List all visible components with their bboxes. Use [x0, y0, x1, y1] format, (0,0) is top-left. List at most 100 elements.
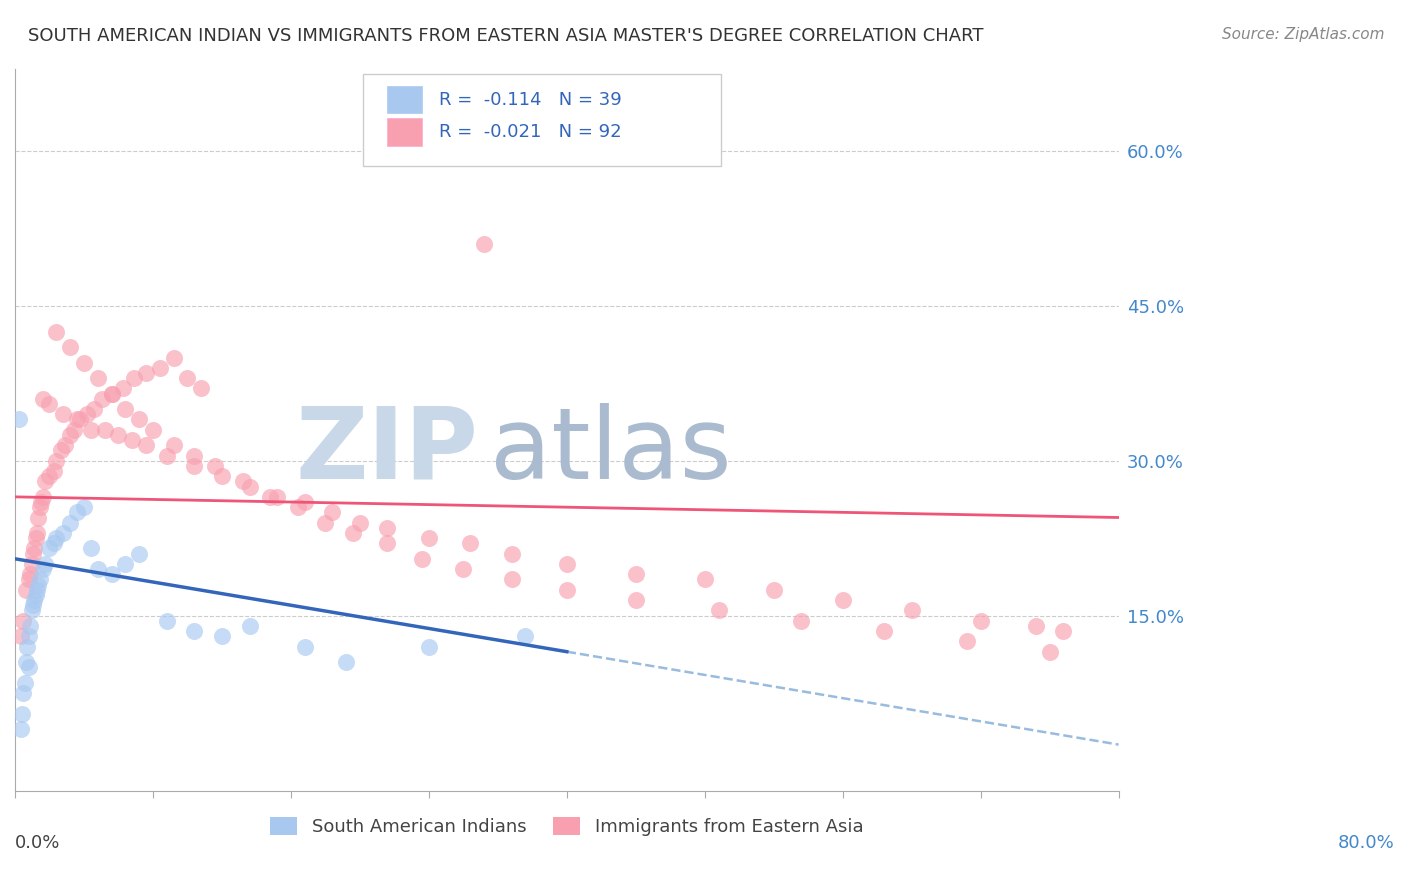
Point	[259, 490, 281, 504]
Point	[80, 423, 103, 437]
Point	[114, 402, 136, 417]
Point	[114, 557, 136, 571]
Point	[45, 325, 67, 339]
Point	[135, 366, 157, 380]
Point	[31, 562, 53, 576]
Point	[453, 562, 475, 576]
Point	[128, 547, 150, 561]
Point	[49, 443, 72, 458]
Point	[31, 392, 53, 406]
Point	[24, 588, 46, 602]
Point	[38, 397, 60, 411]
Point	[52, 526, 75, 541]
Text: R =  -0.021   N = 92: R = -0.021 N = 92	[439, 123, 621, 141]
Text: Source: ZipAtlas.com: Source: ZipAtlas.com	[1222, 27, 1385, 42]
Point	[73, 356, 96, 370]
Point	[90, 392, 112, 406]
Point	[501, 547, 523, 561]
Point	[66, 505, 89, 519]
Point	[693, 573, 716, 587]
Text: ZIP: ZIP	[295, 403, 478, 500]
Point	[15, 582, 38, 597]
Point	[21, 547, 44, 561]
Point	[38, 541, 60, 556]
Point	[335, 655, 357, 669]
Point	[183, 624, 205, 638]
Point	[190, 382, 212, 396]
Point	[418, 640, 440, 654]
Point	[790, 614, 813, 628]
Point	[342, 526, 364, 541]
Point	[30, 495, 52, 509]
Point	[20, 603, 42, 617]
Point	[25, 582, 48, 597]
Point	[38, 469, 60, 483]
Point	[24, 531, 46, 545]
Point	[45, 531, 67, 545]
Point	[232, 475, 254, 489]
Point	[122, 371, 145, 385]
Point	[11, 706, 34, 721]
Point	[555, 557, 578, 571]
Point	[34, 557, 56, 571]
FancyBboxPatch shape	[363, 73, 721, 166]
Point	[63, 423, 86, 437]
Point	[14, 675, 37, 690]
Point	[314, 516, 336, 530]
Point	[93, 423, 115, 437]
Point	[17, 660, 39, 674]
Point	[377, 536, 399, 550]
Point	[294, 495, 316, 509]
Point	[321, 505, 343, 519]
Point	[28, 573, 51, 587]
Point	[294, 640, 316, 654]
Point	[53, 438, 76, 452]
Point	[15, 640, 38, 654]
Point	[873, 624, 896, 638]
Point	[162, 351, 184, 365]
Point	[52, 407, 75, 421]
Point	[59, 516, 82, 530]
Text: R =  -0.114   N = 39: R = -0.114 N = 39	[439, 91, 621, 109]
Point	[162, 438, 184, 452]
Point	[76, 407, 98, 421]
Point	[18, 619, 41, 633]
Point	[349, 516, 371, 530]
Point	[21, 599, 44, 613]
Point	[418, 531, 440, 545]
Point	[707, 603, 730, 617]
Point	[22, 541, 45, 556]
Point	[10, 722, 32, 736]
Point	[762, 582, 785, 597]
FancyBboxPatch shape	[387, 86, 422, 113]
Point	[831, 593, 853, 607]
Point	[183, 458, 205, 473]
Point	[31, 490, 53, 504]
Point	[34, 475, 56, 489]
Point	[15, 655, 38, 669]
Point	[121, 433, 143, 447]
Text: 80.0%: 80.0%	[1337, 834, 1395, 853]
Point	[66, 412, 89, 426]
Point	[17, 573, 39, 587]
Point	[27, 577, 49, 591]
Point	[238, 619, 260, 633]
Point	[20, 557, 42, 571]
Point	[1052, 624, 1074, 638]
Point	[87, 562, 110, 576]
Point	[8, 412, 31, 426]
Point	[183, 449, 205, 463]
Point	[27, 510, 49, 524]
Point	[42, 536, 65, 550]
Text: atlas: atlas	[489, 403, 731, 500]
Point	[515, 629, 537, 643]
Point	[100, 386, 122, 401]
FancyBboxPatch shape	[387, 119, 422, 145]
Point	[111, 382, 134, 396]
Text: 0.0%: 0.0%	[15, 834, 60, 853]
Point	[25, 526, 48, 541]
Point	[624, 593, 647, 607]
Point	[100, 567, 122, 582]
Point	[501, 573, 523, 587]
Point	[107, 428, 129, 442]
